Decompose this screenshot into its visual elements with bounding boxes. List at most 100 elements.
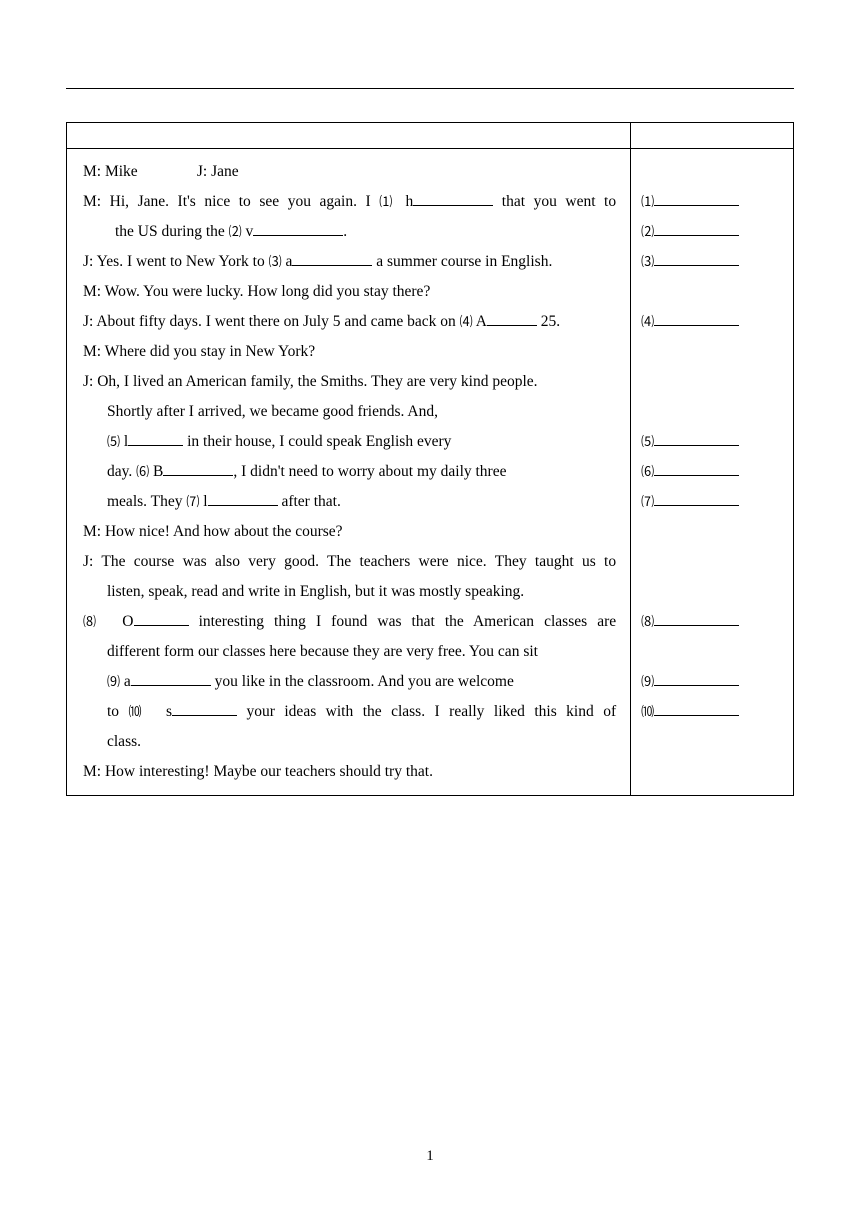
dialogue-line-5: J: About fifty days. I went there on Jul… xyxy=(83,307,616,337)
spacer xyxy=(641,337,783,367)
fill-blank-10[interactable] xyxy=(172,701,237,716)
blank-letter-2: v xyxy=(246,223,254,240)
dialogue-line-12: M: How nice! And how about the course? xyxy=(83,517,616,547)
answer-line-6: ⑹ xyxy=(641,457,783,487)
text-segment: you like in the classroom. And you are w… xyxy=(215,673,514,690)
dialogue-line-15: ⑻ O interesting thing I found was that t… xyxy=(83,607,616,637)
spacer xyxy=(641,637,783,667)
answer-line-4: ⑷ xyxy=(641,307,783,337)
text-segment: meals. They xyxy=(107,493,182,510)
blank-letter-1: h xyxy=(405,193,413,210)
blank-letter-4: A xyxy=(476,313,487,330)
answer-num-8: ⑻ xyxy=(641,614,654,629)
answer-line-3: ⑶ xyxy=(641,247,783,277)
answer-blank-8[interactable] xyxy=(654,611,739,626)
dialogue-line-20: M: How interesting! Maybe our teachers s… xyxy=(83,757,616,787)
answer-blank-2[interactable] xyxy=(654,221,739,236)
dialogue-line-3: J: Yes. I went to New York to ⑶ a a summ… xyxy=(83,247,616,277)
fill-blank-7[interactable] xyxy=(208,491,278,506)
text-segment: interesting thing I found was that the A… xyxy=(199,613,617,630)
blank-num-6: ⑹ xyxy=(136,464,149,479)
answer-num-4: ⑷ xyxy=(641,314,654,329)
blank-num-1: ⑴ xyxy=(379,194,397,209)
answer-line-2: ⑵ xyxy=(641,217,783,247)
answer-blank-4[interactable] xyxy=(654,311,739,326)
fill-blank-9[interactable] xyxy=(131,671,211,686)
fill-blank-6[interactable] xyxy=(163,461,233,476)
text-segment: J: Yes. I went to New York to xyxy=(83,253,265,270)
page-number: 1 xyxy=(0,1148,860,1165)
table-body-row: M: Mike J: Jane M: Hi, Jane. It's nice t… xyxy=(67,149,794,796)
answer-num-3: ⑶ xyxy=(641,254,654,269)
spacer xyxy=(641,367,783,427)
table-header-row xyxy=(67,123,794,149)
dialogue-line-10: day. ⑹ B, I didn't need to worry about m… xyxy=(83,457,616,487)
fill-blank-5[interactable] xyxy=(128,431,183,446)
blank-num-3: ⑶ xyxy=(269,254,282,269)
answer-num-9: ⑼ xyxy=(641,674,654,689)
speaker-j: J: Jane xyxy=(197,163,239,180)
answer-blank-5[interactable] xyxy=(654,431,739,446)
answer-line-1: ⑴ xyxy=(641,187,783,217)
blank-letter-9: a xyxy=(124,673,131,690)
text-segment: in their house, I could speak English ev… xyxy=(187,433,451,450)
blank-num-10: ⑽ xyxy=(129,704,148,719)
answer-num-2: ⑵ xyxy=(641,224,654,239)
text-segment: your ideas with the class. I really like… xyxy=(247,703,617,720)
dialogue-line-17: ⑼ a you like in the classroom. And you a… xyxy=(83,667,616,697)
blank-num-8: ⑻ xyxy=(83,614,102,629)
blank-letter-3: a xyxy=(285,253,292,270)
fill-blank-4[interactable] xyxy=(487,311,537,326)
fill-blank-1[interactable] xyxy=(413,191,493,206)
worksheet-table: M: Mike J: Jane M: Hi, Jane. It's nice t… xyxy=(66,122,794,796)
speakers-line: M: Mike J: Jane xyxy=(83,157,616,187)
text-segment: M: Hi, Jane. It's nice to see you again.… xyxy=(83,193,371,210)
dialogue-line-8: Shortly after I arrived, we became good … xyxy=(83,397,616,427)
document-page: M: Mike J: Jane M: Hi, Jane. It's nice t… xyxy=(0,0,860,796)
text-segment: J: About fifty days. I went there on Jul… xyxy=(83,313,456,330)
blank-num-5: ⑸ xyxy=(107,434,120,449)
answer-num-1: ⑴ xyxy=(641,194,654,209)
dialogue-line-9: ⑸ l in their house, I could speak Englis… xyxy=(83,427,616,457)
blank-letter-8: O xyxy=(122,613,133,630)
blank-num-9: ⑼ xyxy=(107,674,120,689)
answer-blank-7[interactable] xyxy=(654,491,739,506)
dialogue-line-13: J: The course was also very good. The te… xyxy=(83,547,616,577)
dialogue-line-19: class. xyxy=(83,727,616,757)
text-segment: , I didn't need to worry about my daily … xyxy=(233,463,506,480)
dialogue-line-16: different form our classes here because … xyxy=(83,637,616,667)
text-segment: to xyxy=(107,703,119,720)
header-right-cell xyxy=(631,123,794,149)
answers-cell: ⑴ ⑵ ⑶ ⑷ ⑸ ⑹ ⑺ ⑻ ⑼ ⑽ xyxy=(631,149,794,796)
text-segment: after that. xyxy=(281,493,340,510)
answer-blank-3[interactable] xyxy=(654,251,739,266)
speaker-m: M: Mike xyxy=(83,157,193,187)
text-segment: a summer course in English. xyxy=(376,253,552,270)
answer-line-5: ⑸ xyxy=(641,427,783,457)
dialogue-line-1: M: Hi, Jane. It's nice to see you again.… xyxy=(83,187,616,217)
spacer xyxy=(641,547,783,607)
answer-blank-9[interactable] xyxy=(654,671,739,686)
spacer xyxy=(641,277,783,307)
answer-line-9: ⑼ xyxy=(641,667,783,697)
answer-blank-10[interactable] xyxy=(654,701,739,716)
spacer xyxy=(641,157,783,187)
fill-blank-2[interactable] xyxy=(253,221,343,236)
dialogue-line-6: M: Where did you stay in New York? xyxy=(83,337,616,367)
dialogue-line-18: to ⑽ s your ideas with the class. I real… xyxy=(83,697,616,727)
header-left-cell xyxy=(67,123,631,149)
answer-blank-1[interactable] xyxy=(654,191,739,206)
text-segment: 25. xyxy=(541,313,560,330)
fill-blank-3[interactable] xyxy=(292,251,372,266)
blank-num-4: ⑷ xyxy=(460,314,473,329)
header-rule xyxy=(66,88,794,102)
text-segment: the US during the xyxy=(115,223,225,240)
dialogue-line-4: M: Wow. You were lucky. How long did you… xyxy=(83,277,616,307)
answer-line-8: ⑻ xyxy=(641,607,783,637)
fill-blank-8[interactable] xyxy=(134,611,189,626)
dialogue-line-11: meals. They ⑺ l after that. xyxy=(83,487,616,517)
answer-num-5: ⑸ xyxy=(641,434,654,449)
dialogue-line-2: the US during the ⑵ v. xyxy=(83,217,616,247)
answer-blank-6[interactable] xyxy=(654,461,739,476)
text-segment: that you went to xyxy=(502,193,616,210)
